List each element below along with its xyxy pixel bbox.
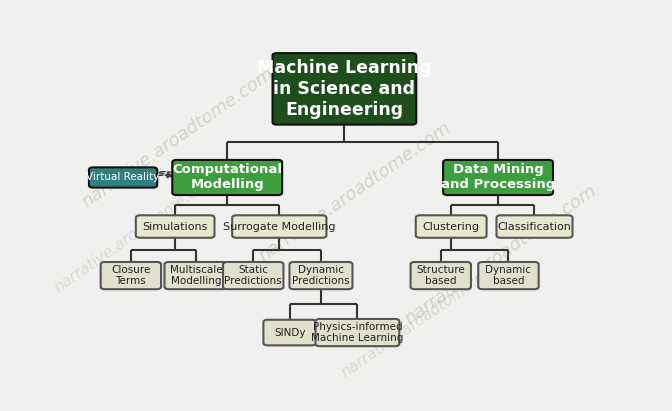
FancyBboxPatch shape xyxy=(416,215,487,238)
FancyBboxPatch shape xyxy=(172,160,282,195)
FancyBboxPatch shape xyxy=(497,215,573,238)
Text: Machine Learning
in Science and
Engineering: Machine Learning in Science and Engineer… xyxy=(257,59,431,119)
Text: Virtual Reality: Virtual Reality xyxy=(87,173,160,182)
Text: Closure
Terms: Closure Terms xyxy=(111,265,151,286)
FancyBboxPatch shape xyxy=(443,160,553,195)
Text: Dynamic
based: Dynamic based xyxy=(485,265,532,286)
Text: Computational
Modelling: Computational Modelling xyxy=(172,164,282,192)
Text: Structure
based: Structure based xyxy=(417,265,465,286)
FancyBboxPatch shape xyxy=(223,262,284,289)
Text: narrative.aroadtome.com: narrative.aroadtome.com xyxy=(79,65,277,211)
Text: Static
Predictions: Static Predictions xyxy=(224,265,282,286)
FancyBboxPatch shape xyxy=(101,262,161,289)
Text: narrative.aroadtome.com: narrative.aroadtome.com xyxy=(401,182,600,328)
FancyBboxPatch shape xyxy=(232,215,327,238)
FancyBboxPatch shape xyxy=(315,319,399,346)
Text: Physics-informed
Machine Learning: Physics-informed Machine Learning xyxy=(311,322,404,343)
FancyBboxPatch shape xyxy=(89,167,157,187)
Text: narrative.aroadtome.com: narrative.aroadtome.com xyxy=(255,118,454,265)
FancyBboxPatch shape xyxy=(411,262,471,289)
Text: Classification: Classification xyxy=(497,222,571,231)
FancyBboxPatch shape xyxy=(478,262,539,289)
FancyBboxPatch shape xyxy=(290,262,353,289)
Text: narrative.aroadtome.com: narrative.aroadtome.com xyxy=(338,256,507,381)
Text: Simulations: Simulations xyxy=(142,222,208,231)
Text: Dynamic
Predictions: Dynamic Predictions xyxy=(292,265,350,286)
Text: SINDy: SINDy xyxy=(274,328,306,337)
Text: Data Mining
and Processing: Data Mining and Processing xyxy=(441,164,555,192)
FancyBboxPatch shape xyxy=(263,320,316,345)
FancyBboxPatch shape xyxy=(165,262,228,289)
FancyBboxPatch shape xyxy=(136,215,214,238)
Text: narrative.aroadtome.com: narrative.aroadtome.com xyxy=(52,171,220,295)
Text: Multiscale
Modelling: Multiscale Modelling xyxy=(169,265,222,286)
Text: Surrogate Modelling: Surrogate Modelling xyxy=(223,222,335,231)
Text: Clustering: Clustering xyxy=(423,222,480,231)
FancyBboxPatch shape xyxy=(273,53,416,125)
